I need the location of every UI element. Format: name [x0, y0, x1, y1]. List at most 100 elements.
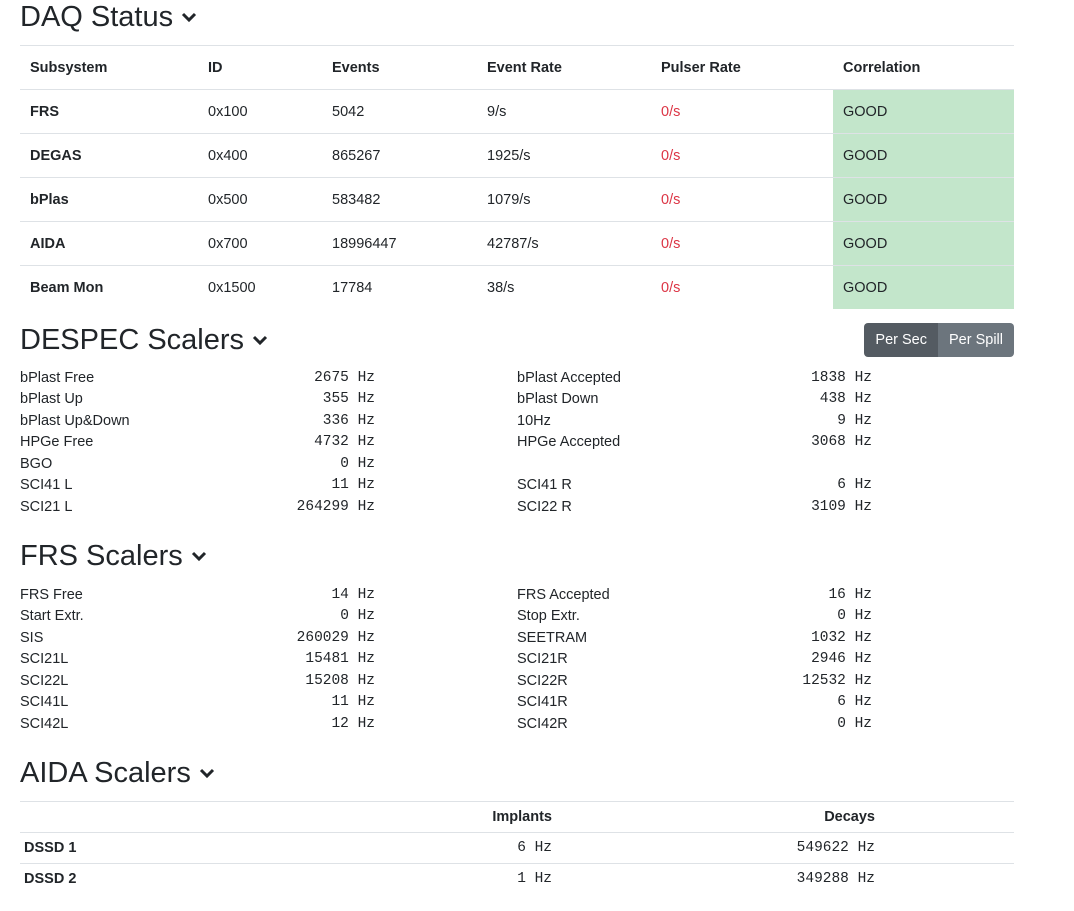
scaler-row: SCI21L 15481 Hz: [20, 649, 517, 671]
scaler-value: 14 Hz: [331, 586, 375, 603]
table-row: DSSD 1 6 Hz 549622 Hz: [20, 832, 1014, 864]
frs-scalers-grid: FRS Free 14 Hz Start Extr. 0 Hz SIS 260029 …: [20, 584, 1014, 735]
despec-scalers-title: DESPEC Scalers: [20, 324, 245, 356]
scaler-value: 3068 Hz: [811, 434, 872, 451]
col-detector: [20, 801, 208, 833]
scaler-label: HPGe Free: [20, 434, 94, 451]
scaler-label: SCI21R: [517, 651, 568, 668]
scaler-row: SEETRAM 1032 Hz: [517, 627, 1014, 649]
scaler-label: SCI22L: [20, 672, 69, 689]
scaler-value: 260029 Hz: [296, 629, 375, 646]
scaler-label: Start Extr.: [20, 608, 84, 625]
scaler-label: SIS: [20, 629, 44, 646]
table-row: DSSD 2 1 Hz 349288 Hz: [20, 864, 1014, 895]
scaler-row: SCI22R 12532 Hz: [517, 670, 1014, 692]
event-rate: 38/s: [487, 279, 515, 296]
scaler-label: SCI42L: [20, 715, 69, 732]
pulser-rate: 0/s: [651, 89, 833, 134]
scaler-value: 0 Hz: [340, 608, 375, 625]
scaler-label: FRS Accepted: [517, 586, 610, 603]
scaler-value: 0 Hz: [340, 455, 375, 472]
scaler-row: SCI21R 2946 Hz: [517, 649, 1014, 671]
chevron-down-icon[interactable]: [181, 11, 197, 23]
scaler-row: 10Hz 9 Hz: [517, 410, 1014, 432]
scaler-row: SCI22 R 3109 Hz: [517, 496, 1014, 518]
events-count: 5042: [322, 89, 477, 134]
pulser-rate: 0/s: [651, 133, 833, 178]
col-subsystem: Subsystem: [20, 45, 198, 90]
scaler-label: bPlast Accepted: [517, 369, 621, 386]
chevron-down-icon[interactable]: [252, 334, 268, 346]
scaler-row: SCI42R 0 Hz: [517, 713, 1014, 735]
scaler-value: 16 Hz: [828, 586, 872, 603]
scaler-value: 12532 Hz: [802, 672, 872, 689]
aida-scalers-table: Implants Decays DSSD 1 6 Hz 549622 Hz DS…: [20, 801, 1014, 894]
scaler-value: 15481 Hz: [305, 651, 375, 668]
scaler-row: Stop Extr. 0 Hz: [517, 606, 1014, 628]
scaler-label: SCI42R: [517, 715, 568, 732]
per-spill-button[interactable]: Per Spill: [938, 323, 1014, 357]
scaler-label: SCI41R: [517, 694, 568, 711]
scaler-row: SCI41R 6 Hz: [517, 692, 1014, 714]
subsystem-name: Beam Mon: [30, 279, 104, 296]
correlation-status: GOOD: [833, 265, 1014, 309]
scaler-label: HPGe Accepted: [517, 434, 621, 451]
despec-right-column: bPlast Accepted 1838 Hz bPlast Down 438 Hz…: [517, 367, 1014, 518]
subsystem-id: 0x1500: [208, 279, 256, 296]
scaler-label: bPlast Up&Down: [20, 412, 130, 429]
scaler-row: bPlast Accepted 1838 Hz: [517, 367, 1014, 389]
frs-scalers-heading[interactable]: FRS Scalers: [20, 539, 207, 573]
scaler-row: SCI41L 11 Hz: [20, 692, 517, 714]
daq-status-table: Subsystem ID Events Event Rate Pulser Ra…: [20, 45, 1014, 309]
scaler-row: HPGe Free 4732 Hz: [20, 432, 517, 454]
scaler-row: Start Extr. 0 Hz: [20, 606, 517, 628]
scaler-label: 10Hz: [517, 412, 551, 429]
scaler-row: SIS 260029 Hz: [20, 627, 517, 649]
scaler-value: 15208 Hz: [305, 672, 375, 689]
event-rate: 1925/s: [477, 133, 651, 178]
implants-rate: 6 Hz: [208, 832, 556, 864]
decays-rate: 349288 Hz: [796, 871, 875, 887]
aida-scalers-heading[interactable]: AIDA Scalers: [20, 756, 215, 790]
scaler-value: 0 Hz: [837, 715, 872, 732]
scaler-label: SCI41 R: [517, 477, 572, 494]
daq-status-heading[interactable]: DAQ Status: [20, 0, 197, 34]
col-decays: Decays: [556, 801, 879, 833]
col-spacer: [879, 801, 1014, 833]
col-pulser-rate: Pulser Rate: [651, 45, 833, 90]
scaler-row: bPlast Up 355 Hz: [20, 389, 517, 411]
per-sec-button[interactable]: Per Sec: [864, 323, 938, 357]
scaler-value: 336 Hz: [322, 412, 375, 429]
scaler-row: FRS Accepted 16 Hz: [517, 584, 1014, 606]
col-event-rate: Event Rate: [477, 45, 651, 90]
chevron-down-icon[interactable]: [191, 550, 207, 562]
subsystem-id: 0x700: [198, 221, 322, 266]
implants-rate: 1 Hz: [517, 871, 552, 887]
chevron-down-icon[interactable]: [199, 767, 215, 779]
correlation-status: GOOD: [833, 133, 1014, 178]
despec-scalers-heading[interactable]: DESPEC Scalers: [20, 323, 268, 357]
scaler-value: 1032 Hz: [811, 629, 872, 646]
row-spacer: [879, 832, 1014, 864]
dssd-name: DSSD 1: [20, 832, 208, 864]
frs-scalers-title: FRS Scalers: [20, 540, 183, 572]
events-count: 865267: [322, 133, 477, 178]
aida-header-row: Implants Decays: [20, 801, 1014, 833]
scaler-label: SEETRAM: [517, 629, 588, 646]
scaler-value: 3109 Hz: [811, 498, 872, 515]
table-row: AIDA 0x700 18996447 42787/s 0/s GOOD: [20, 221, 1014, 266]
scaler-label: SCI22R: [517, 672, 568, 689]
scaler-value: 2946 Hz: [811, 651, 872, 668]
scaler-row: SCI41 L 11 Hz: [20, 475, 517, 497]
col-id: ID: [198, 45, 322, 90]
scaler-label: Stop Extr.: [517, 608, 580, 625]
scaler-row: SCI41 R 6 Hz: [517, 475, 1014, 497]
scaler-label: SCI21 L: [20, 498, 73, 515]
decays-rate: 549622 Hz: [556, 832, 879, 864]
subsystem-name: bPlas: [20, 177, 198, 222]
scaler-value: 0 Hz: [837, 608, 872, 625]
events-count: 17784: [332, 279, 373, 296]
scaler-row: HPGe Accepted 3068 Hz: [517, 432, 1014, 454]
scaler-value: 2675 Hz: [314, 369, 375, 386]
pulser-rate: 0/s: [651, 221, 833, 266]
